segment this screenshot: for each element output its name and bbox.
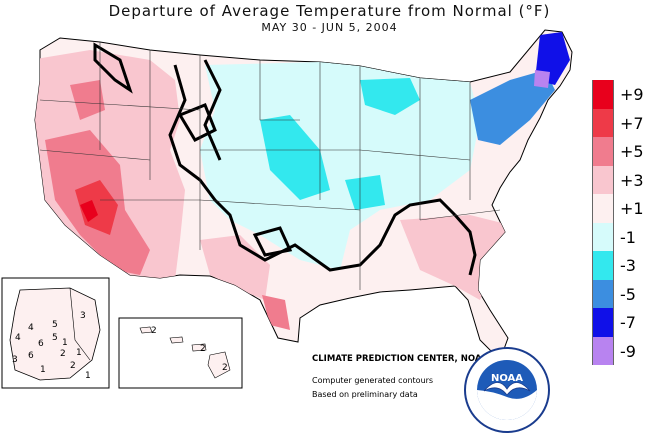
warm-anomaly-nw xyxy=(70,80,105,120)
credit-line: Computer generated contours xyxy=(312,376,434,385)
alaska-label: 4 xyxy=(28,323,34,333)
legend-label: -9 xyxy=(620,341,636,361)
legend-swatch xyxy=(592,251,614,280)
alaska-label: 2 xyxy=(70,361,76,371)
legend-label: +3 xyxy=(620,170,644,190)
cool-anomaly-midsouth xyxy=(345,175,385,210)
logo-text: NOAA xyxy=(491,373,523,384)
hot-core xyxy=(80,200,98,222)
map-subtitle: MAY 30 - JUN 5, 2004 xyxy=(261,21,398,34)
map-title: Departure of Average Temperature from No… xyxy=(108,2,551,20)
credit-line: Based on preliminary data xyxy=(312,390,418,399)
legend-label: -7 xyxy=(620,313,636,332)
conus-map xyxy=(34,29,573,361)
noaa-logo: NOAA xyxy=(464,347,550,433)
alaska-label: 2 xyxy=(60,349,66,359)
legend-swatch xyxy=(592,194,614,223)
alaska-label: 3 xyxy=(80,311,86,321)
alaska-label: 1 xyxy=(76,348,82,358)
credit-center: CLIMATE PREDICTION CENTER, NOAA xyxy=(312,354,488,364)
legend-label: +5 xyxy=(620,142,644,161)
legend-row: +5 xyxy=(592,137,654,166)
legend-swatch xyxy=(592,222,614,251)
legend-swatch xyxy=(592,279,614,308)
hawaii-inset: 2 2 2 xyxy=(118,317,243,389)
legend-swatch xyxy=(592,336,614,365)
legend-swatch xyxy=(592,108,614,137)
legend-label: +1 xyxy=(620,199,644,218)
legend-row: +7 xyxy=(592,108,654,137)
legend-row: -3 xyxy=(592,251,654,280)
noaa-seagull-icon xyxy=(483,382,531,396)
hawaii-label: 2 xyxy=(222,363,228,373)
alaska-inset: 3 4 5 6 1 2 6 4 5 3 1 2 1 1 xyxy=(1,277,110,389)
cool-anomaly-plains xyxy=(260,115,330,200)
credits: CLIMATE PREDICTION CENTER, NOAA Computer… xyxy=(312,354,488,399)
hot-anomaly-southwest xyxy=(75,180,118,235)
alaska-label: 3 xyxy=(12,355,18,365)
cold-core-maine xyxy=(534,70,550,88)
alaska-label: 1 xyxy=(40,365,46,375)
legend-swatch xyxy=(592,165,614,194)
legend-row: +3 xyxy=(592,165,654,194)
cool-anomaly-great-lakes xyxy=(360,78,420,115)
legend-label: -5 xyxy=(620,284,636,304)
legend-swatch xyxy=(592,137,614,166)
legend-row: +1 xyxy=(592,194,654,223)
hawaii-label: 2 xyxy=(151,326,157,336)
legend-label: +9 xyxy=(620,85,644,104)
alaska-label: 6 xyxy=(38,339,44,349)
legend-row: +9 xyxy=(592,80,654,109)
alaska-label: 5 xyxy=(52,333,58,343)
alaska-label: 5 xyxy=(52,320,58,330)
legend-label: -3 xyxy=(620,256,636,275)
color-legend: +9 +7 +5 +3 +1 -1 -3 -5 -7 -9 xyxy=(592,80,654,365)
legend-label: -1 xyxy=(620,227,636,247)
legend-label: +7 xyxy=(620,113,644,133)
alaska-label: 6 xyxy=(28,351,34,361)
legend-swatch xyxy=(592,308,614,337)
legend-swatch xyxy=(592,80,614,109)
legend-row: -9 xyxy=(592,336,654,365)
alaska-label: 1 xyxy=(85,371,91,381)
legend-row: -7 xyxy=(592,308,654,337)
cool-anomaly-central xyxy=(200,62,480,270)
cool-anomaly-northeast xyxy=(470,70,555,145)
legend-row: -5 xyxy=(592,279,654,308)
alaska-label: 1 xyxy=(62,338,68,348)
legend-row: -1 xyxy=(592,222,654,251)
alaska-label: 4 xyxy=(15,333,21,343)
hawaii-label: 2 xyxy=(200,344,206,354)
